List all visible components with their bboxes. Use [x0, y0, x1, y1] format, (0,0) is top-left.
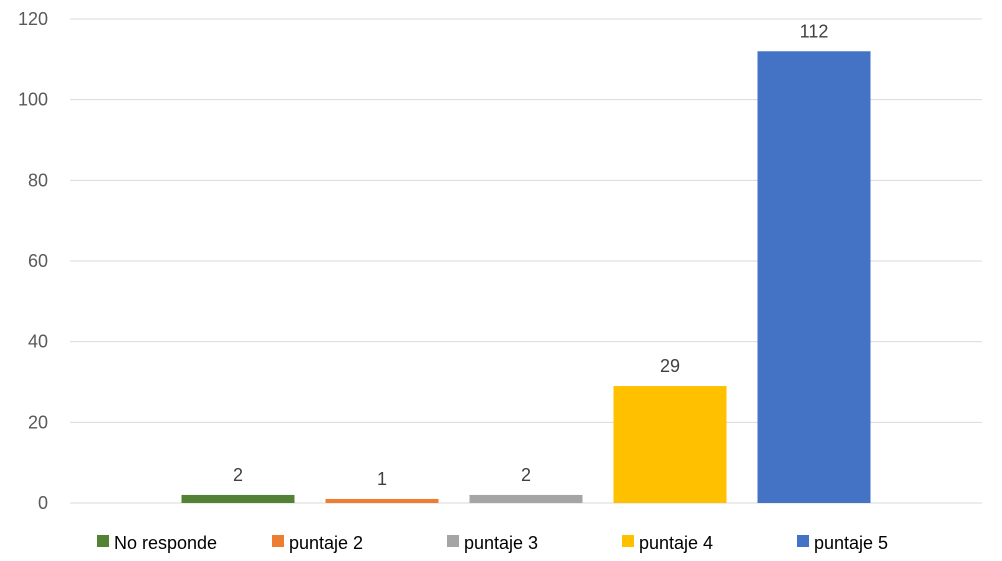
gridlines [70, 18, 982, 504]
data-label: 29 [660, 356, 680, 376]
data-labels: 2 1 2 29 112 [233, 21, 828, 489]
legend-label: puntaje 2 [289, 533, 363, 553]
data-label: 1 [377, 469, 387, 489]
y-tick-label: 0 [38, 493, 48, 513]
data-label: 112 [800, 21, 829, 41]
legend-swatch [797, 535, 809, 547]
y-tick-label: 80 [28, 170, 48, 190]
bars [181, 51, 871, 504]
legend: No responde puntaje 2 puntaje 3 puntaje 4 pu… [97, 533, 888, 553]
bar-puntaje-3 [469, 494, 583, 503]
legend-label: puntaje 4 [639, 533, 713, 553]
legend-label: No responde [114, 533, 217, 553]
bar-puntaje-2 [325, 498, 439, 503]
legend-swatch [447, 535, 459, 547]
data-label: 2 [233, 465, 243, 485]
legend-swatch [272, 535, 284, 547]
bar-puntaje-5 [757, 51, 871, 504]
y-axis-tick-labels: 0 20 40 60 80 100 120 [18, 9, 48, 513]
bar-puntaje-4 [613, 386, 727, 503]
y-tick-label: 20 [28, 412, 48, 432]
y-tick-label: 60 [28, 251, 48, 271]
y-tick-label: 100 [18, 90, 48, 110]
legend-label: puntaje 3 [464, 533, 538, 553]
y-tick-label: 40 [28, 332, 48, 352]
y-tick-label: 120 [18, 9, 48, 29]
legend-swatch [97, 535, 109, 547]
legend-swatch [622, 535, 634, 547]
legend-label: puntaje 5 [814, 533, 888, 553]
data-label: 2 [521, 465, 531, 485]
bar-no-responde [181, 494, 295, 503]
